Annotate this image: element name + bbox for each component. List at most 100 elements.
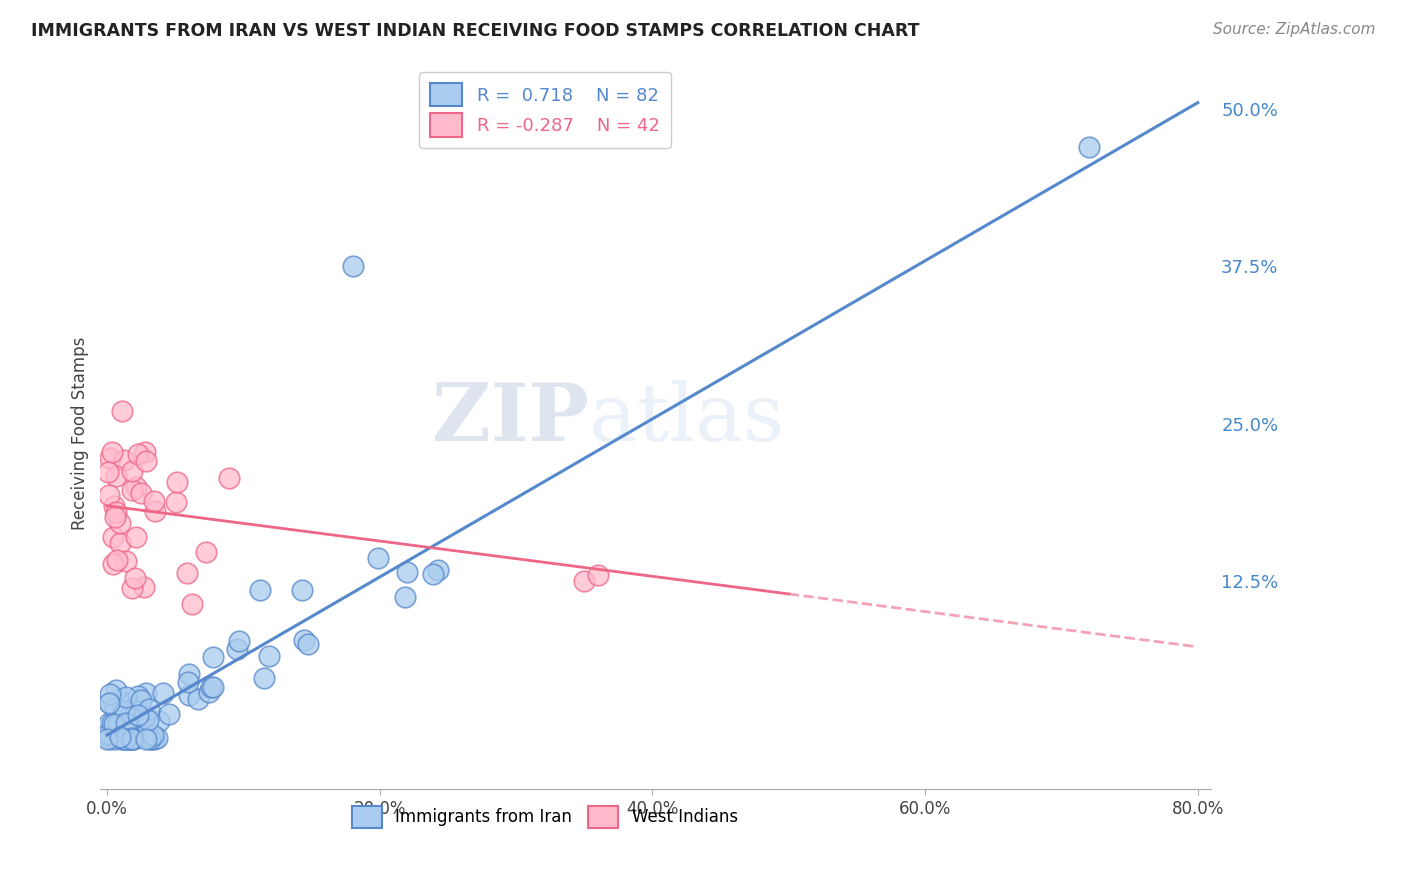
Point (152, 686, 174, 700)
Point (342, 260, 364, 274)
Point (135, 454, 157, 468)
Point (148, 714, 170, 728)
Point (112, 731, 135, 745)
Point (115, 554, 138, 568)
Point (98, 716, 121, 731)
Point (127, 689, 149, 703)
Point (228, 633, 250, 648)
Point (121, 465, 143, 479)
Point (139, 731, 162, 746)
Point (101, 716, 124, 731)
Point (146, 731, 169, 745)
Point (200, 680, 222, 694)
Point (1077, 139, 1099, 153)
Point (98, 696, 121, 710)
Point (97, 488, 120, 502)
Point (134, 445, 156, 459)
Point (292, 632, 315, 647)
Point (108, 536, 131, 550)
Text: atlas: atlas (589, 380, 785, 458)
Point (143, 731, 166, 746)
Point (111, 731, 134, 745)
Point (111, 731, 134, 746)
Point (142, 493, 165, 508)
Point (108, 730, 131, 744)
Point (201, 681, 224, 695)
Point (297, 637, 319, 651)
Point (120, 710, 142, 724)
Point (202, 650, 225, 665)
Point (253, 671, 276, 685)
Point (120, 731, 142, 746)
Point (139, 731, 162, 746)
Point (427, 563, 450, 577)
Point (157, 706, 180, 721)
Point (176, 566, 198, 581)
Point (574, 574, 596, 589)
Point (124, 571, 146, 585)
Point (108, 718, 131, 732)
Point (115, 716, 138, 731)
Point (118, 731, 141, 746)
Point (120, 713, 142, 727)
Point (107, 717, 129, 731)
Point (100, 445, 122, 459)
Point (127, 707, 149, 722)
Point (395, 565, 418, 579)
Point (117, 726, 139, 740)
Point (135, 686, 157, 700)
Point (218, 471, 240, 485)
Point (103, 530, 125, 544)
Y-axis label: Receiving Food Stamps: Receiving Food Stamps (72, 336, 89, 530)
Text: IMMIGRANTS FROM IRAN VS WEST INDIAN RECEIVING FOOD STAMPS CORRELATION CHART: IMMIGRANTS FROM IRAN VS WEST INDIAN RECE… (31, 22, 920, 40)
Point (112, 706, 135, 721)
Point (198, 685, 221, 699)
Point (121, 731, 143, 746)
Legend: Immigrants from Iran, West Indians: Immigrants from Iran, West Indians (344, 799, 745, 834)
Point (121, 581, 143, 595)
Point (131, 692, 153, 706)
Point (132, 729, 155, 743)
Point (97, 727, 120, 741)
Point (104, 701, 127, 715)
Point (104, 469, 127, 483)
Point (136, 714, 159, 728)
Point (290, 583, 312, 598)
Point (127, 447, 149, 461)
Point (107, 717, 129, 731)
Point (103, 717, 125, 731)
Point (112, 452, 135, 467)
Point (107, 692, 129, 706)
Point (121, 731, 143, 746)
Point (134, 581, 156, 595)
Point (115, 690, 138, 705)
Point (100, 687, 122, 701)
Point (98, 731, 121, 746)
Point (125, 480, 148, 494)
Point (166, 475, 188, 489)
Point (114, 704, 136, 718)
Point (138, 702, 160, 716)
Point (249, 582, 271, 597)
Point (257, 648, 280, 663)
Point (122, 702, 145, 716)
Point (165, 495, 187, 509)
Point (422, 566, 444, 581)
Point (135, 731, 157, 746)
Point (129, 486, 152, 500)
Point (101, 557, 124, 571)
Point (143, 504, 166, 518)
Point (367, 551, 389, 566)
Point (121, 483, 143, 498)
Point (114, 731, 136, 746)
Point (104, 509, 127, 524)
Point (105, 683, 128, 698)
Point (195, 544, 218, 558)
Point (118, 731, 141, 746)
Point (105, 505, 128, 519)
Point (187, 692, 209, 706)
Point (177, 688, 200, 702)
Point (121, 731, 143, 746)
Point (586, 568, 609, 582)
Point (142, 728, 165, 742)
